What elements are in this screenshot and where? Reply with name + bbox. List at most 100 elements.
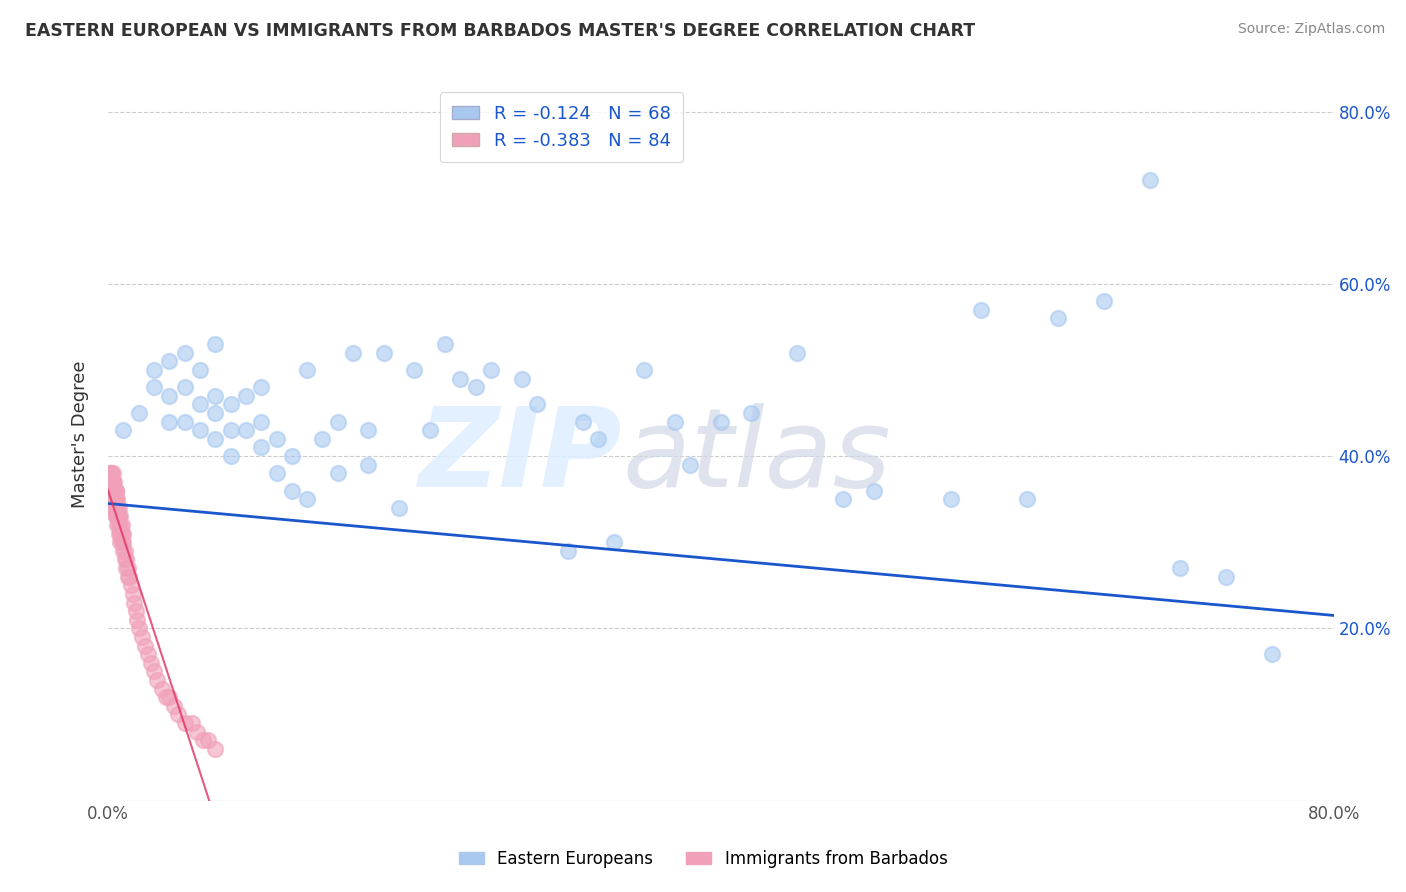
Point — [117, 561, 139, 575]
Point — [142, 380, 165, 394]
Point — [250, 380, 273, 394]
Point — [104, 500, 127, 515]
Point — [188, 397, 211, 411]
Text: atlas: atlas — [623, 403, 891, 510]
Point — [107, 518, 129, 533]
Point — [388, 500, 411, 515]
Point — [357, 458, 380, 472]
Point — [100, 475, 122, 489]
Point — [235, 389, 257, 403]
Point — [204, 406, 226, 420]
Point — [863, 483, 886, 498]
Point — [100, 467, 122, 481]
Point — [181, 716, 204, 731]
Point — [449, 371, 471, 385]
Point — [104, 492, 127, 507]
Point — [101, 483, 124, 498]
Point — [100, 492, 122, 507]
Point — [970, 302, 993, 317]
Point — [479, 363, 502, 377]
Point — [173, 345, 195, 359]
Point — [112, 544, 135, 558]
Point — [128, 621, 150, 635]
Point — [117, 570, 139, 584]
Point — [602, 535, 624, 549]
Point — [107, 500, 129, 515]
Point — [104, 492, 127, 507]
Point — [103, 492, 125, 507]
Point — [197, 733, 219, 747]
Point — [100, 467, 122, 481]
Point — [112, 526, 135, 541]
Point — [131, 630, 153, 644]
Point — [104, 492, 127, 507]
Point — [101, 475, 124, 489]
Point — [110, 535, 132, 549]
Point — [557, 544, 579, 558]
Point — [586, 432, 609, 446]
Point — [266, 432, 288, 446]
Point — [118, 570, 141, 584]
Legend: R = -0.124   N = 68, R = -0.383   N = 84: R = -0.124 N = 68, R = -0.383 N = 84 — [440, 92, 683, 162]
Point — [101, 492, 124, 507]
Text: EASTERN EUROPEAN VS IMMIGRANTS FROM BARBADOS MASTER'S DEGREE CORRELATION CHART: EASTERN EUROPEAN VS IMMIGRANTS FROM BARB… — [25, 22, 976, 40]
Point — [104, 500, 127, 515]
Point — [103, 483, 125, 498]
Point — [139, 656, 162, 670]
Point — [146, 673, 169, 687]
Point — [832, 492, 855, 507]
Point — [157, 354, 180, 368]
Point — [219, 423, 242, 437]
Point — [204, 432, 226, 446]
Point — [281, 449, 304, 463]
Point — [105, 509, 128, 524]
Point — [679, 458, 702, 472]
Point — [124, 604, 146, 618]
Point — [112, 423, 135, 437]
Point — [136, 647, 159, 661]
Point — [464, 380, 486, 394]
Point — [357, 423, 380, 437]
Point — [188, 423, 211, 437]
Point — [105, 492, 128, 507]
Point — [104, 483, 127, 498]
Point — [191, 733, 214, 747]
Point — [111, 526, 134, 541]
Point — [404, 363, 426, 377]
Point — [419, 423, 441, 437]
Point — [204, 389, 226, 403]
Point — [105, 500, 128, 515]
Point — [101, 492, 124, 507]
Point — [103, 483, 125, 498]
Point — [142, 665, 165, 679]
Point — [114, 552, 136, 566]
Point — [104, 500, 127, 515]
Point — [250, 415, 273, 429]
Point — [110, 518, 132, 533]
Point — [110, 526, 132, 541]
Point — [373, 345, 395, 359]
Point — [163, 698, 186, 713]
Point — [157, 389, 180, 403]
Text: Source: ZipAtlas.com: Source: ZipAtlas.com — [1237, 22, 1385, 37]
Point — [115, 561, 138, 575]
Point — [100, 483, 122, 498]
Point — [1215, 570, 1237, 584]
Point — [740, 406, 762, 420]
Point — [150, 681, 173, 696]
Point — [510, 371, 533, 385]
Point — [103, 500, 125, 515]
Point — [107, 526, 129, 541]
Point — [107, 509, 129, 524]
Point — [342, 345, 364, 359]
Point — [157, 690, 180, 705]
Point — [101, 475, 124, 489]
Point — [103, 475, 125, 489]
Point — [173, 716, 195, 731]
Point — [111, 518, 134, 533]
Point — [104, 483, 127, 498]
Point — [127, 613, 149, 627]
Point — [104, 509, 127, 524]
Point — [664, 415, 686, 429]
Y-axis label: Master's Degree: Master's Degree — [72, 361, 89, 508]
